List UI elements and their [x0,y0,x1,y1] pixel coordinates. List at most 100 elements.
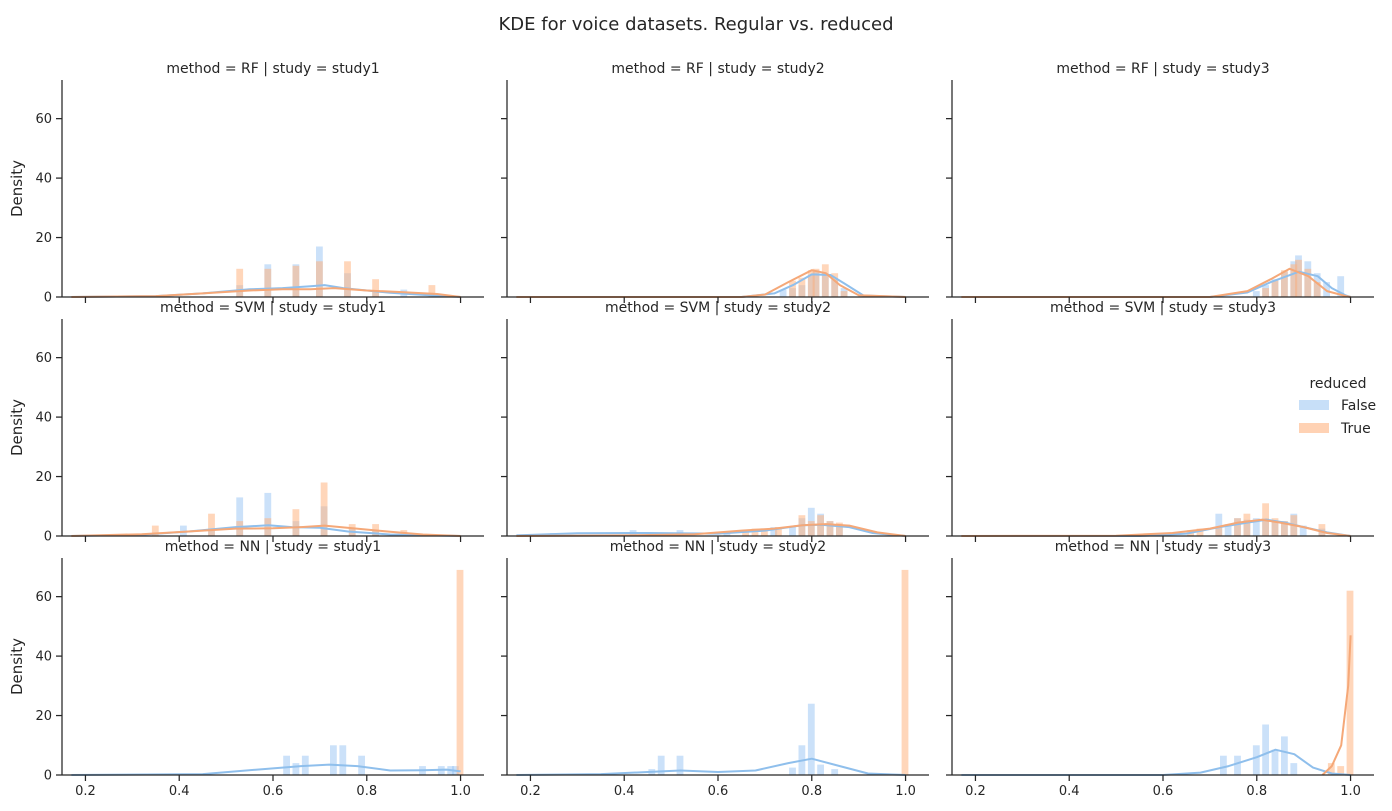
x-tick-label: 0.6 [263,784,284,799]
facet-panel: method = SVM | study = study1 0 20 40 60 Dens… [8,300,484,545]
histogram-bar-false [283,755,290,775]
y-tick-label: 60 [35,112,52,127]
y-tick-label: 0 [44,291,52,306]
histogram-bar-true [236,268,244,297]
histogram-bar-false [339,745,347,775]
x-tick-label: 0.6 [708,784,729,799]
histogram-bar-true [761,528,768,536]
histogram-bar-true [292,509,300,536]
histogram-bar-true [1281,270,1288,297]
histogram-bar-false [1290,763,1298,775]
histogram-bar-true [751,528,759,536]
y-axis-label: Density [8,160,26,217]
histogram-bar-false [676,755,684,775]
facet-panel: method = NN | study = study1 0 20 40 60 0.2 0.… [8,539,484,799]
legend: reduced False True [1299,376,1376,437]
legend-title: reduced [1309,376,1366,392]
panel-title: method = RF | study = study3 [1056,61,1269,77]
kde-line-false [961,748,1351,776]
histogram-bar-true [428,285,436,297]
y-tick-label: 60 [35,590,52,605]
facet-panel: method = SVM | study = study2 [501,300,929,542]
histogram-bar-true [348,524,356,536]
facet-panel: method = RF | study = study2 [501,61,929,303]
y-tick-label: 0 [44,530,52,545]
histogram-bar-true [1346,590,1354,775]
kde-line-false [71,763,461,776]
histogram-bar-true [1196,528,1204,536]
histogram-bar-true [1271,518,1279,536]
x-tick-label: 0.2 [75,784,96,799]
histogram-bar-false [1220,755,1227,775]
kde-line-true [71,287,461,298]
y-tick-label: 20 [35,470,52,485]
kde-line-true [1321,635,1352,776]
histogram-bar-false [1234,755,1241,775]
histogram-bar-true [316,261,323,297]
kde-line-true [71,524,461,537]
x-tick-label: 0.4 [169,784,190,799]
facet-panel: method = RF | study = study3 [946,61,1374,303]
facet-panel: method = NN | study = study2 0.2 0.4 0.6 0.8… [501,539,929,799]
histogram-bar-false [1299,525,1307,536]
histogram-bar-true [826,521,834,536]
y-axis-label: Density [8,399,26,456]
x-tick-label: 0.8 [356,784,377,799]
x-tick-label: 1.0 [1340,784,1361,799]
facet-panels: method = RF | study = study1 0 20 40 60 Densi… [8,61,1374,799]
histogram-bar-false [264,492,272,536]
histogram-bar-false [1252,745,1260,775]
histogram-bar-false [779,289,787,297]
histogram-bar-false [358,755,365,775]
histogram-bar-false [789,767,796,775]
histogram-bar-false [1224,524,1232,536]
histogram-bar-true [1295,259,1302,297]
histogram-bar-true [344,261,351,297]
histogram-bar-true [901,569,909,775]
histogram-bar-true [807,521,815,536]
facet-panel: method = SVM | study = study3 [946,300,1374,542]
histogram-bar-true [320,482,328,536]
kde-line-false [516,757,906,776]
histogram-bar-true [208,513,215,536]
histogram-bar-false [1337,276,1345,297]
histogram-bar-false [789,527,796,536]
x-tick-label: 1.0 [895,784,916,799]
y-tick-label: 40 [35,172,52,187]
panel-title: method = SVM | study = study3 [1050,300,1276,316]
panel-title: method = SVM | study = study1 [160,300,386,316]
histogram-bar-true [151,525,159,536]
histogram-bar-false [1262,724,1269,775]
y-tick-label: 20 [35,709,52,724]
y-tick-label: 60 [35,351,52,366]
histogram-bar-true [821,264,829,297]
legend-swatch [1299,400,1329,410]
histogram-bar-true [264,268,272,297]
histogram-bar-false [831,769,839,775]
histogram-bar-true [1290,264,1298,297]
histogram-bar-true [264,518,272,536]
legend-label: True [1340,421,1371,437]
histogram-bar-false [1271,749,1279,775]
panel-title: method = SVM | study = study2 [605,300,831,316]
figure-title: KDE for voice datasets. Regular vs. redu… [498,14,893,35]
histogram-bar-false [1252,291,1260,297]
histogram-bar-true [372,279,379,297]
histogram-bar-true [1262,288,1269,297]
histogram-bar-true [292,265,300,297]
panel-title: method = RF | study = study2 [611,61,824,77]
y-tick-label: 40 [35,411,52,426]
histogram-bar-false [807,703,815,775]
facet-panel: method = NN | study = study3 0.2 0.4 0.6 0.8… [946,539,1374,799]
histogram-bar-true [1313,282,1321,297]
kde-line-true [961,267,1351,298]
histogram-bar-true [1234,518,1241,536]
x-tick-label: 0.8 [801,784,822,799]
histogram-bar-false [330,745,337,775]
histogram-bar-false [1281,736,1288,775]
panel-title: method = NN | study = study2 [610,539,826,555]
x-tick-label: 0.6 [1153,784,1174,799]
histogram-bar-true [1337,766,1345,775]
histogram-bar-true [1243,513,1251,536]
